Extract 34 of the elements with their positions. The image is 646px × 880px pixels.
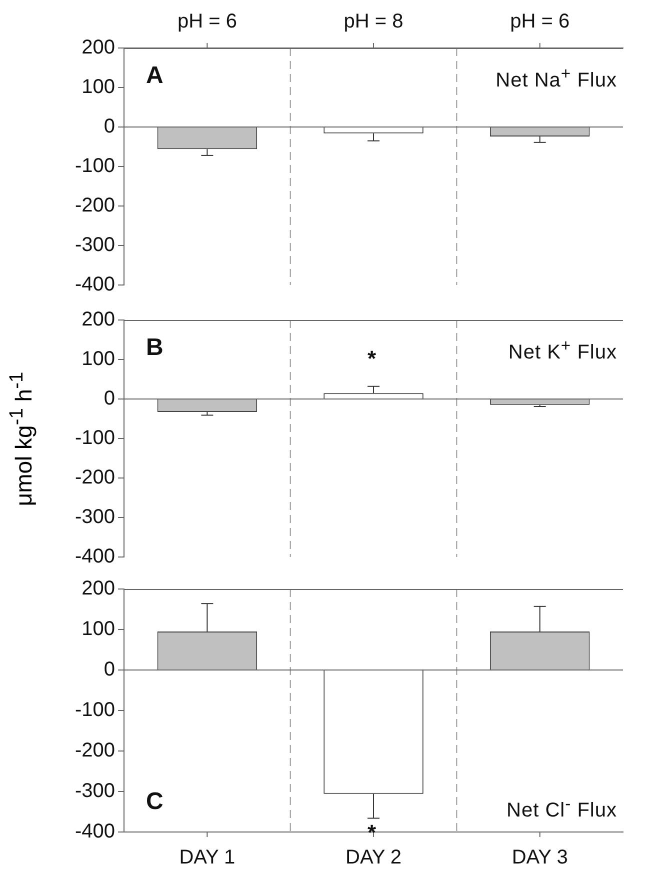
y-tick-label: -200 — [75, 740, 116, 762]
y-tick-label: -200 — [75, 194, 116, 217]
annotation: C — [146, 788, 164, 816]
y-tick-label: -400 — [75, 546, 116, 568]
x-tick-label: pH = 8 — [344, 10, 404, 33]
y-tick-label: -400 — [75, 274, 116, 296]
y-tick-label: -300 — [75, 234, 116, 256]
y-tick-label: 200 — [82, 36, 116, 59]
y-tick-label: -400 — [75, 820, 116, 843]
annotation: Net Cl$^{-}$ Flux — [506, 794, 617, 823]
y-tick-label: 0 — [104, 116, 116, 138]
y-tick-label: 100 — [82, 76, 116, 98]
y-tick-label: -200 — [75, 466, 116, 489]
annotation: Net K$^{+}$ Flux — [508, 336, 617, 365]
x-tick-label: pH = 6 — [510, 10, 570, 33]
x-tick-label: pH = 6 — [177, 10, 237, 33]
y-tick-label: -100 — [75, 427, 116, 450]
y-tick-label: 100 — [82, 348, 116, 370]
y-tick-label: -100 — [75, 155, 116, 178]
y-tick-label: 0 — [104, 388, 116, 410]
y-tick-label: -300 — [75, 506, 116, 528]
y-tick-label: 200 — [82, 578, 116, 600]
annotation: * — [368, 346, 377, 372]
x-tick-label: DAY 1 — [179, 846, 236, 869]
y-tick-label: 0 — [104, 658, 116, 681]
y-tick-label: -100 — [75, 699, 116, 722]
x-tick-label: DAY 2 — [346, 846, 402, 869]
annotation: Net Na$^{+}$ Flux — [496, 64, 617, 93]
y-tick-label: 200 — [82, 308, 116, 331]
x-tick-label: DAY 3 — [512, 846, 568, 869]
y-tick-label: -300 — [75, 780, 116, 802]
annotation: A — [146, 62, 164, 90]
annotation: B — [146, 334, 164, 362]
y-tick-label: 100 — [82, 618, 116, 640]
